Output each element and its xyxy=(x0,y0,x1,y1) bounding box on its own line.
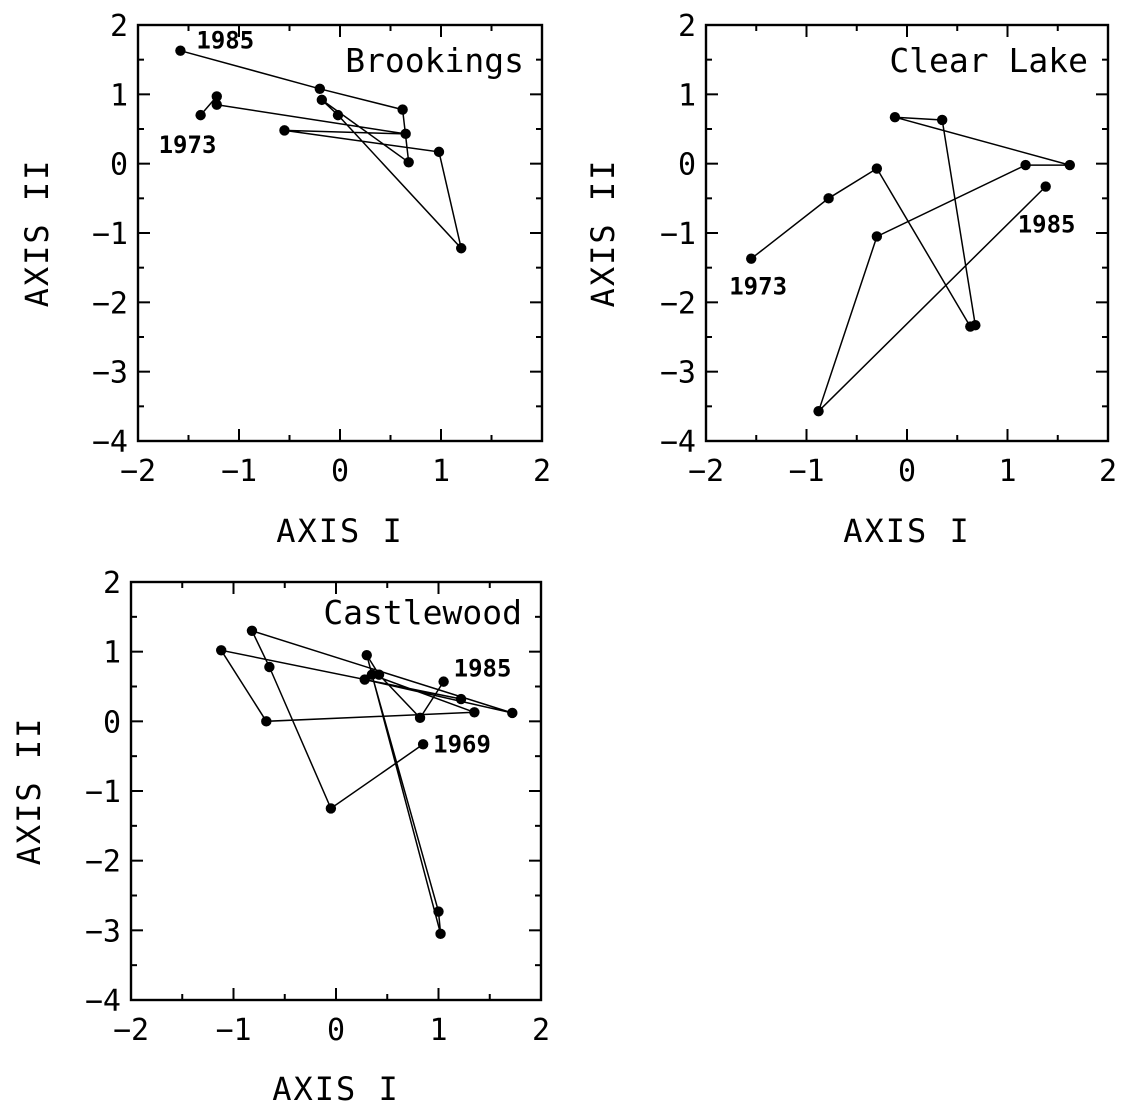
data-point xyxy=(469,707,480,718)
year-annotation: 1985 xyxy=(196,27,254,55)
data-point xyxy=(279,125,290,136)
y-tick-label: 2 xyxy=(110,9,128,44)
y-axis-label: AXIS II xyxy=(584,159,622,308)
data-point xyxy=(417,739,429,750)
data-point xyxy=(1040,181,1051,192)
year-annotation: 1973 xyxy=(729,273,787,301)
data-point xyxy=(871,231,883,242)
panel-castlewood: −2 −1 0 1 2 2 1 0 −1 −2 −3 −4 AXIS I AXIS II Castlewoo… xyxy=(10,566,550,1108)
panel-title: Brookings xyxy=(345,41,524,80)
data-point xyxy=(211,91,222,102)
y-tick-label: −3 xyxy=(92,356,128,391)
panel-title: Castlewood xyxy=(323,593,522,632)
y-tick-label: −4 xyxy=(85,984,121,1019)
x-tick-label: 2 xyxy=(532,1013,550,1048)
y-tick-label: −2 xyxy=(660,286,696,321)
x-tick-label: 1 xyxy=(432,454,450,489)
x-tick-label: −2 xyxy=(688,454,724,489)
y-tick-label: 2 xyxy=(103,566,121,601)
x-tick-label: 0 xyxy=(327,1013,345,1048)
panel-title: Clear Lake xyxy=(889,41,1088,80)
data-point xyxy=(433,146,445,158)
trajectory-line xyxy=(750,116,1070,412)
x-tick-label: 0 xyxy=(898,454,916,489)
data-point xyxy=(414,712,426,724)
data-point xyxy=(400,128,411,140)
y-tick-label: −1 xyxy=(660,217,696,252)
x-axis-label: AXIS I xyxy=(276,512,404,550)
x-tick-label: 0 xyxy=(331,454,349,489)
data-point xyxy=(455,693,467,705)
data-point xyxy=(246,625,258,636)
y-tick-label: 0 xyxy=(103,705,121,740)
data-point xyxy=(403,157,414,168)
data-point xyxy=(264,661,275,673)
data-point xyxy=(361,649,372,661)
data-point xyxy=(507,707,518,719)
x-tick-label: 2 xyxy=(533,454,551,489)
y-tick-label: −4 xyxy=(92,425,128,460)
data-point xyxy=(813,405,824,417)
x-tick-label: 1 xyxy=(429,1013,447,1048)
y-tick-label: 0 xyxy=(678,148,696,183)
x-tick-label: −1 xyxy=(788,454,824,489)
y-tick-label: 2 xyxy=(678,9,696,44)
year-annotation: 1985 xyxy=(1018,211,1076,239)
data-point xyxy=(970,320,981,331)
y-axis-label: AXIS II xyxy=(18,159,56,308)
data-point xyxy=(871,163,883,174)
data-point xyxy=(889,112,901,123)
data-point xyxy=(746,253,757,264)
data-point xyxy=(823,193,834,204)
data-point xyxy=(438,676,449,687)
x-tick-label: −2 xyxy=(113,1013,149,1048)
data-point xyxy=(1064,159,1076,171)
data-point xyxy=(397,104,408,115)
y-tick-label: 1 xyxy=(103,636,121,671)
y-axis-label: AXIS II xyxy=(10,717,48,866)
y-tick-label: −2 xyxy=(85,845,121,880)
y-tick-label: −3 xyxy=(660,356,696,391)
trajectory-line xyxy=(180,49,463,251)
x-axis-label: AXIS I xyxy=(843,512,971,550)
data-point xyxy=(936,114,948,126)
data-point xyxy=(314,83,325,94)
y-tick-label: 1 xyxy=(110,78,128,113)
data-point xyxy=(216,645,227,656)
year-annotation: 1973 xyxy=(159,131,217,159)
y-tick-label: 1 xyxy=(678,78,696,113)
data-point xyxy=(1020,159,1031,171)
y-tick-label: 0 xyxy=(110,148,128,183)
data-point xyxy=(332,109,344,121)
data-point xyxy=(261,716,272,727)
data-point xyxy=(211,99,222,110)
data-point xyxy=(373,669,385,680)
plot-frame xyxy=(136,23,544,443)
year-annotation: 1969 xyxy=(433,730,491,758)
x-tick-label: −2 xyxy=(120,454,156,489)
data-point xyxy=(366,669,378,680)
data-point xyxy=(433,906,444,917)
y-tick-label: −1 xyxy=(85,775,121,810)
y-tick-label: −1 xyxy=(92,217,128,252)
y-tick-label: −3 xyxy=(85,914,121,949)
y-tick-label: −2 xyxy=(92,286,128,321)
x-tick-label: 1 xyxy=(998,454,1016,489)
data-point xyxy=(175,45,186,56)
x-tick-label: −1 xyxy=(215,1013,251,1048)
x-tick-label: 2 xyxy=(1099,454,1117,489)
plot-frame xyxy=(129,580,543,1002)
panel-clear-lake: −2 −1 0 1 2 2 1 0 −1 −2 −3 −4 AXIS I AXIS II Clear Lak… xyxy=(584,9,1117,550)
data-point xyxy=(195,109,206,121)
data-point xyxy=(435,928,446,940)
x-tick-label: −1 xyxy=(221,454,257,489)
x-axis-label: AXIS I xyxy=(272,1070,400,1108)
year-annotation: 1985 xyxy=(454,655,512,683)
panel-brookings: −2 −1 0 1 2 2 1 0 −1 −2 −3 −4 AXIS I AXIS II Brookings… xyxy=(18,9,551,550)
data-point xyxy=(316,94,328,106)
data-point xyxy=(325,803,337,814)
y-tick-label: −4 xyxy=(660,425,696,460)
data-point xyxy=(456,243,467,254)
